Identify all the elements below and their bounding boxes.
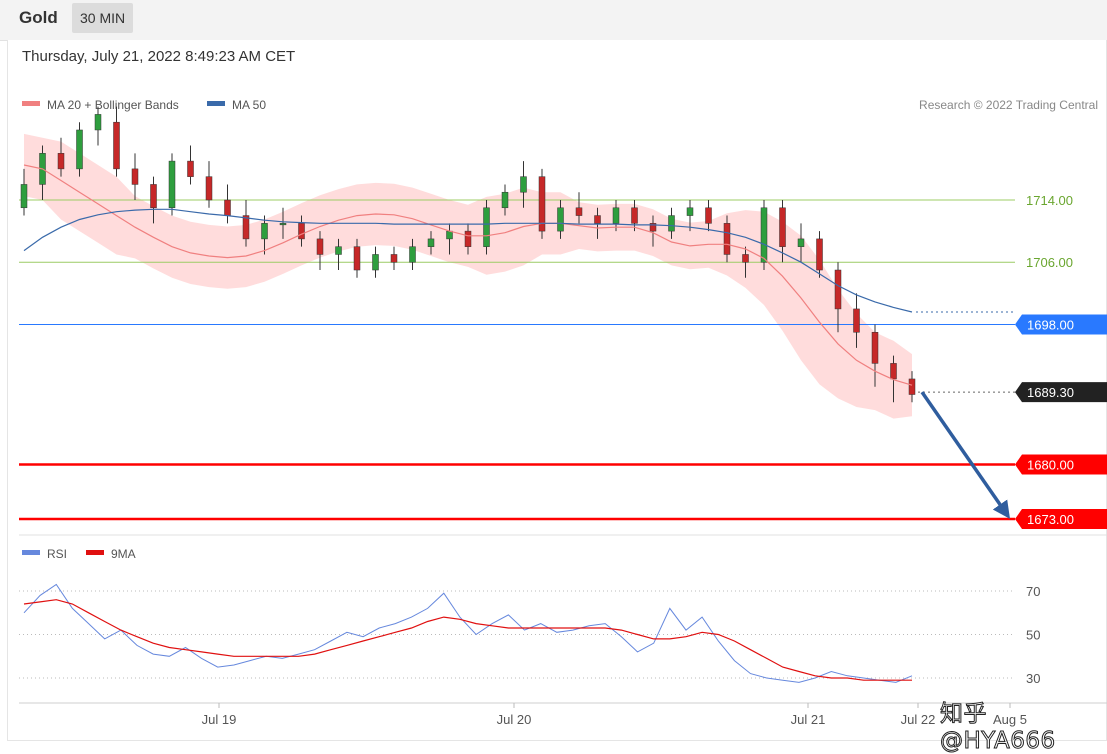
level-label-1706.00: 1706.00 (1026, 255, 1073, 270)
watermark: 知乎 @HYA666 (940, 701, 1056, 754)
candle-body (557, 207, 564, 232)
bollinger-band-area (24, 133, 912, 419)
candle-body (427, 238, 435, 247)
level-tag-1673.00 (1015, 509, 1107, 529)
candle-body (501, 191, 509, 209)
candle-body (261, 223, 268, 240)
level-labels: 1714.00 1706.00 1698.00 1689.30 1680.00 1673.… (1015, 193, 1107, 529)
level-label-1689.30: 1689.30 (1027, 385, 1074, 400)
timestamp: Thursday, July 21, 2022 8:49:23 AM CET (22, 48, 296, 65)
x-tick-label: Jul 20 (497, 712, 532, 727)
x-axis: Jul 19 Jul 20 Jul 21 Jul 22 Aug 5 (202, 703, 1027, 727)
candle-body (279, 223, 287, 226)
timeframe-button[interactable]: 30 MIN (72, 3, 134, 33)
legend-9ma-label: 9MA (111, 547, 136, 561)
level-tag-1680.00 (1015, 454, 1107, 475)
candle-body (464, 230, 472, 247)
candle-body (335, 246, 342, 255)
candle-body (612, 207, 620, 224)
candle-body (446, 230, 453, 240)
candle-body (168, 160, 176, 209)
candle-body (779, 207, 786, 247)
candle-body (316, 238, 324, 255)
candle-body (686, 207, 694, 216)
candle-body (20, 184, 28, 209)
candle-body (649, 223, 657, 232)
projection-arrow (920, 391, 1010, 519)
candle-body (520, 176, 527, 193)
candle-body (890, 363, 897, 380)
level-label-1673.00: 1673.00 (1027, 512, 1074, 527)
candle-body (409, 246, 416, 263)
x-tick-label: Jul 21 (791, 712, 826, 727)
candlesticks (20, 106, 916, 403)
candle-body (816, 238, 823, 271)
candle-body (94, 114, 102, 131)
candle-body (57, 153, 65, 170)
ma50-line (23, 208, 913, 313)
ma20-line (23, 164, 913, 386)
candle-body (834, 269, 842, 310)
candle-body (631, 207, 638, 224)
level-label-1680.00: 1680.00 (1027, 458, 1074, 473)
candle-body (113, 121, 120, 170)
candle-body (131, 168, 139, 185)
ma-lines (23, 164, 1015, 519)
bollinger-bands (24, 133, 912, 419)
rsi-panel: 30 50 70 (19, 583, 1040, 686)
candle-body (483, 207, 490, 247)
legend-rsi-label: RSI (47, 547, 67, 561)
legend-ma20-swatch (22, 101, 40, 106)
legend-ma20-label: MA 20 + Bollinger Bands (47, 98, 179, 112)
level-tag-1698.00 (1015, 314, 1107, 335)
candle-body (298, 223, 305, 240)
candle-body (538, 176, 546, 232)
candle-body (150, 184, 157, 209)
candle-body (742, 254, 749, 263)
legend-9ma-swatch (86, 550, 104, 555)
x-tick-label: Jul 19 (202, 712, 237, 727)
x-tick-label: Jul 22 (901, 712, 936, 727)
candle-body (353, 246, 361, 271)
level-tag-1689.30 (1015, 382, 1107, 403)
copyright-text: Research © 2022 Trading Central (919, 98, 1098, 112)
candle-body (797, 238, 805, 247)
candle-body (871, 332, 879, 364)
rsi-tick-50: 50 (1026, 628, 1040, 643)
candle-body (853, 308, 860, 333)
candle-body (224, 199, 231, 216)
candle-body (76, 129, 83, 170)
candle-body (760, 207, 768, 263)
rsi-line (23, 583, 913, 683)
level-label-1698.00: 1698.00 (1027, 317, 1074, 332)
legend-rsi-swatch (22, 550, 40, 555)
rsi-tick-30: 30 (1026, 671, 1040, 686)
candle-body (723, 223, 731, 255)
candle-body (668, 215, 675, 232)
legend-ma50-label: MA 50 (232, 98, 266, 112)
rsi-tick-70: 70 (1026, 584, 1040, 599)
candle-body (705, 207, 712, 224)
candle-body (594, 215, 601, 224)
candle-body (187, 160, 194, 177)
rsi-9ma-line (23, 599, 912, 681)
candle-body (242, 215, 250, 240)
candle-body (372, 254, 379, 271)
x-tick-label: Aug 5 (993, 712, 1027, 727)
legend-ma50-swatch (207, 101, 225, 106)
level-label-1714.00: 1714.00 (1026, 193, 1073, 208)
candle-body (908, 378, 916, 395)
price-levels (19, 199, 1015, 521)
candle-body (205, 176, 213, 201)
candle-body (575, 207, 583, 216)
candle-body (390, 254, 398, 263)
symbol-title: Gold (19, 8, 58, 27)
